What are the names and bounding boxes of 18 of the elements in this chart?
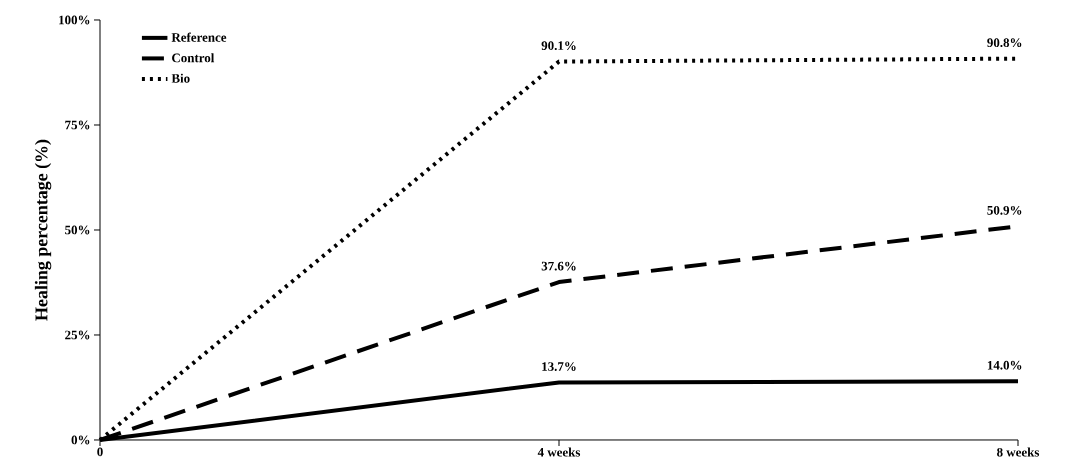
data-label: 90.8% <box>987 38 1022 48</box>
y-tick-label: 25% <box>65 330 90 340</box>
data-label: 13.7% <box>542 362 576 371</box>
data-label: 50.9% <box>987 205 1022 215</box>
data-label: 37.6% <box>541 261 576 271</box>
y-tick-label: 0% <box>71 435 90 445</box>
x-tick-label: 8 weeks <box>997 447 1040 457</box>
legend-label: Bio <box>171 73 190 83</box>
legend-label: Control <box>172 53 215 63</box>
y-tick-label: 100% <box>59 15 90 25</box>
y-tick-label: 50% <box>65 225 90 235</box>
legend-label: Reference <box>171 32 227 42</box>
x-tick-label: 4 weeks <box>537 447 581 457</box>
y-tick-label: 75% <box>65 120 90 130</box>
data-label: 90.1% <box>541 41 576 51</box>
data-label: 14.0% <box>987 360 1022 370</box>
y-axis-title: Healing percentage (%) <box>34 139 52 321</box>
x-tick-label: 0 <box>97 447 103 457</box>
